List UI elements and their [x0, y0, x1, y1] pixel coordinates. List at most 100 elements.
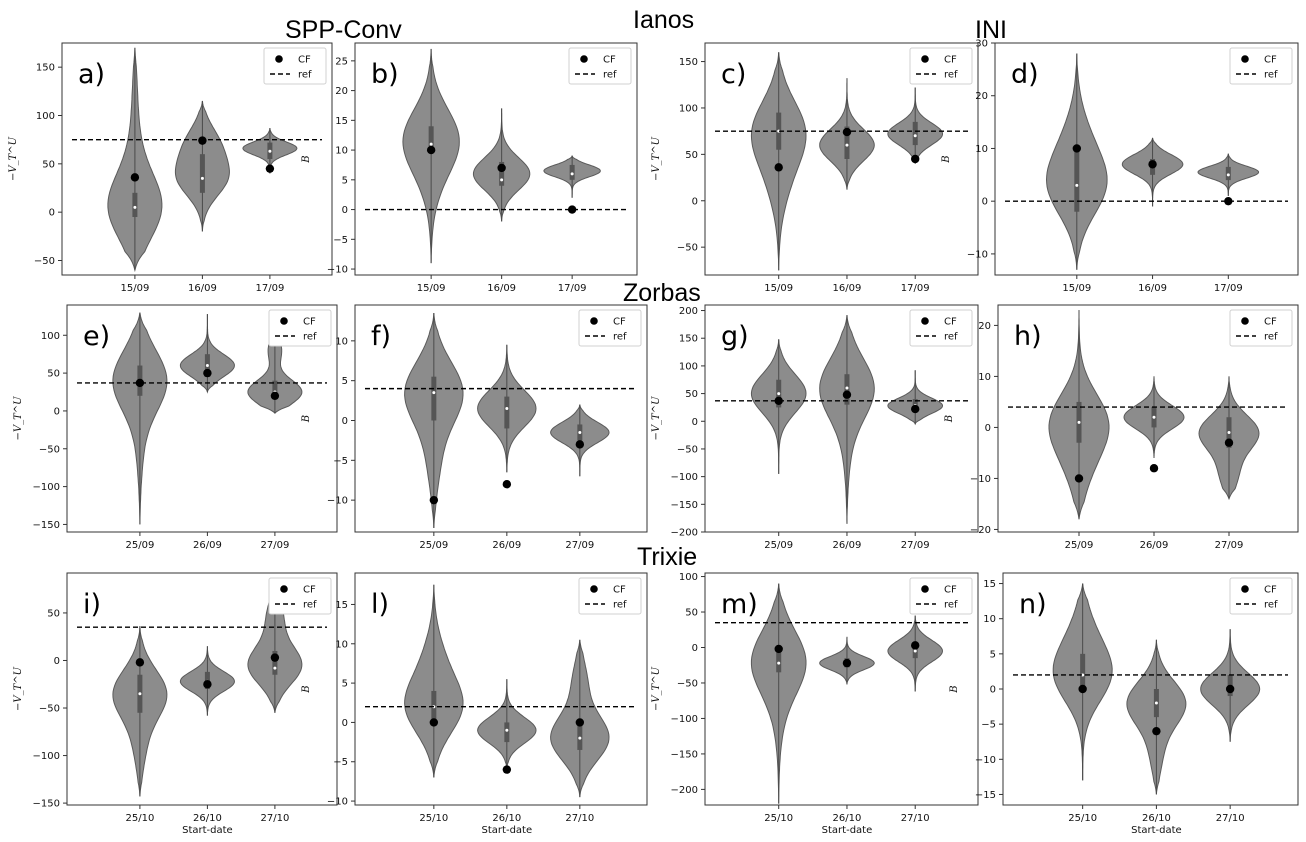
cf-point — [502, 480, 512, 489]
y-tick-label: 20 — [975, 91, 988, 102]
violin-median — [500, 178, 504, 182]
violin-iqr-box — [1080, 653, 1086, 689]
x-tick-label: 26/10 — [1142, 813, 1171, 824]
cf-point — [842, 390, 852, 399]
x-tick-label: 16/09 — [188, 283, 217, 294]
legend-box — [578, 577, 642, 615]
x-tick-label: 25/09 — [1065, 540, 1094, 551]
x-tick-label: 25/10 — [1068, 813, 1097, 824]
violin-median — [1075, 183, 1079, 187]
y-tick-label: −10 — [327, 265, 348, 276]
y-tick-label: 150 — [679, 57, 698, 68]
violin-median — [429, 142, 433, 146]
legend-cf-marker — [590, 585, 598, 593]
cf-point — [567, 205, 577, 214]
y-tick-label: 10 — [978, 372, 991, 383]
x-axis-label: Start-date — [482, 825, 533, 836]
cf-point — [1074, 474, 1084, 483]
legend-cf-marker — [275, 55, 283, 63]
panel-e: −150 −100 −50 0 50 100 −V_T^U 25/09 26/09 27/09 e)… — [13, 304, 338, 551]
y-tick-label: −15 — [975, 790, 996, 801]
y-tick-label: −5 — [981, 720, 996, 731]
x-tick-label: 26/09 — [833, 540, 862, 551]
panel-letter: g) — [721, 321, 749, 352]
x-tick-label: 27/10 — [565, 813, 594, 824]
cf-point — [575, 440, 585, 449]
y-axis-label: −V_T^U — [13, 396, 24, 441]
y-tick-label: −200 — [671, 785, 698, 796]
y-axis-label: B — [301, 155, 312, 163]
x-tick-label: 17/09 — [1214, 283, 1243, 294]
y-tick-label: −10 — [967, 249, 988, 260]
panel-a: −50 0 50 100 150 −V_T^U 15/09 16/09 17/09 a) CF ref — [8, 42, 333, 294]
column-title-spp-conv: SPP-Conv — [285, 16, 402, 44]
panel-b: −10 −5 0 5 10 15 20 25 B 15/09 16/09 17/09 b) CF ref — [301, 42, 638, 294]
y-tick-label: −5 — [333, 757, 348, 768]
x-tick-label: 27/10 — [901, 813, 930, 824]
cf-point — [135, 658, 145, 667]
legend-cf-marker — [1241, 317, 1249, 325]
y-tick-label: 25 — [335, 56, 348, 67]
y-tick-label: 10 — [983, 614, 996, 625]
violin-median — [432, 391, 436, 395]
y-axis-label: −V_T^U — [651, 136, 662, 181]
violin-iqr-box — [428, 126, 434, 151]
cf-point — [1224, 196, 1233, 206]
legend-cf-marker — [590, 317, 598, 325]
panel-m: −200 −150 −100 −50 0 50 100 −V_T^U 25/10 26/10 27/… — [651, 572, 979, 836]
cf-point — [1224, 438, 1234, 447]
y-tick-label: 100 — [679, 572, 698, 583]
x-tick-label: 27/09 — [1215, 540, 1244, 551]
panel-letter: h) — [1014, 321, 1042, 352]
y-tick-label: −100 — [33, 482, 60, 493]
panel-letter: b) — [371, 59, 399, 90]
legend-ref-label: ref — [944, 600, 958, 611]
legend-cf-label: CF — [613, 317, 626, 328]
legend-box — [909, 577, 973, 615]
cf-point — [198, 136, 207, 145]
violin-median — [1227, 431, 1231, 435]
cf-point — [265, 164, 275, 173]
y-axis-label: −V_T^U — [8, 136, 19, 181]
legend-ref-label: ref — [603, 70, 617, 81]
legend-box — [909, 47, 973, 85]
violin-iqr-box — [912, 121, 918, 146]
y-tick-label: −10 — [327, 797, 348, 808]
y-tick-label: 150 — [36, 63, 55, 74]
legend-box — [263, 47, 327, 85]
legend-box — [1229, 577, 1293, 615]
y-tick-label: 5 — [342, 175, 348, 186]
cf-point — [842, 658, 852, 668]
y-tick-label: −150 — [33, 799, 60, 810]
legend-ref-label: ref — [1264, 600, 1278, 611]
violin-median — [1152, 415, 1156, 419]
x-tick-label: 15/09 — [764, 283, 793, 294]
legend-ref-label: ref — [613, 332, 627, 343]
x-tick-label: 25/10 — [125, 813, 154, 824]
y-tick-label: −100 — [671, 472, 698, 483]
violin-median — [1154, 701, 1158, 705]
x-tick-label: 26/09 — [492, 540, 521, 551]
x-tick-label: 17/09 — [558, 283, 587, 294]
y-tick-label: −20 — [970, 525, 991, 536]
legend-cf-label: CF — [613, 585, 626, 596]
legend-ref-label: ref — [1264, 332, 1278, 343]
violin-median — [1077, 420, 1081, 424]
y-tick-label: 0 — [342, 416, 348, 427]
y-axis-label: B — [949, 685, 960, 693]
y-axis-label: B — [941, 155, 952, 163]
violin-iqr-box — [504, 722, 510, 743]
y-tick-label: −100 — [671, 714, 698, 725]
panel-letter: m) — [721, 589, 758, 620]
y-tick-label: −150 — [671, 500, 698, 511]
legend-cf-marker — [580, 55, 588, 63]
y-tick-label: 100 — [679, 103, 698, 114]
panel-g: −200 −150 −100 −50 0 50 100 150 200 −V_T^U 25/09 26… — [651, 304, 979, 551]
y-tick-label: 15 — [335, 116, 348, 127]
y-tick-label: 15 — [983, 579, 996, 590]
panel-letter: f) — [371, 321, 391, 352]
x-tick-label: 25/10 — [419, 813, 448, 824]
cf-point — [842, 127, 852, 137]
y-axis-label: −V_T^U — [651, 666, 662, 711]
panel-letter: n) — [1019, 589, 1047, 620]
